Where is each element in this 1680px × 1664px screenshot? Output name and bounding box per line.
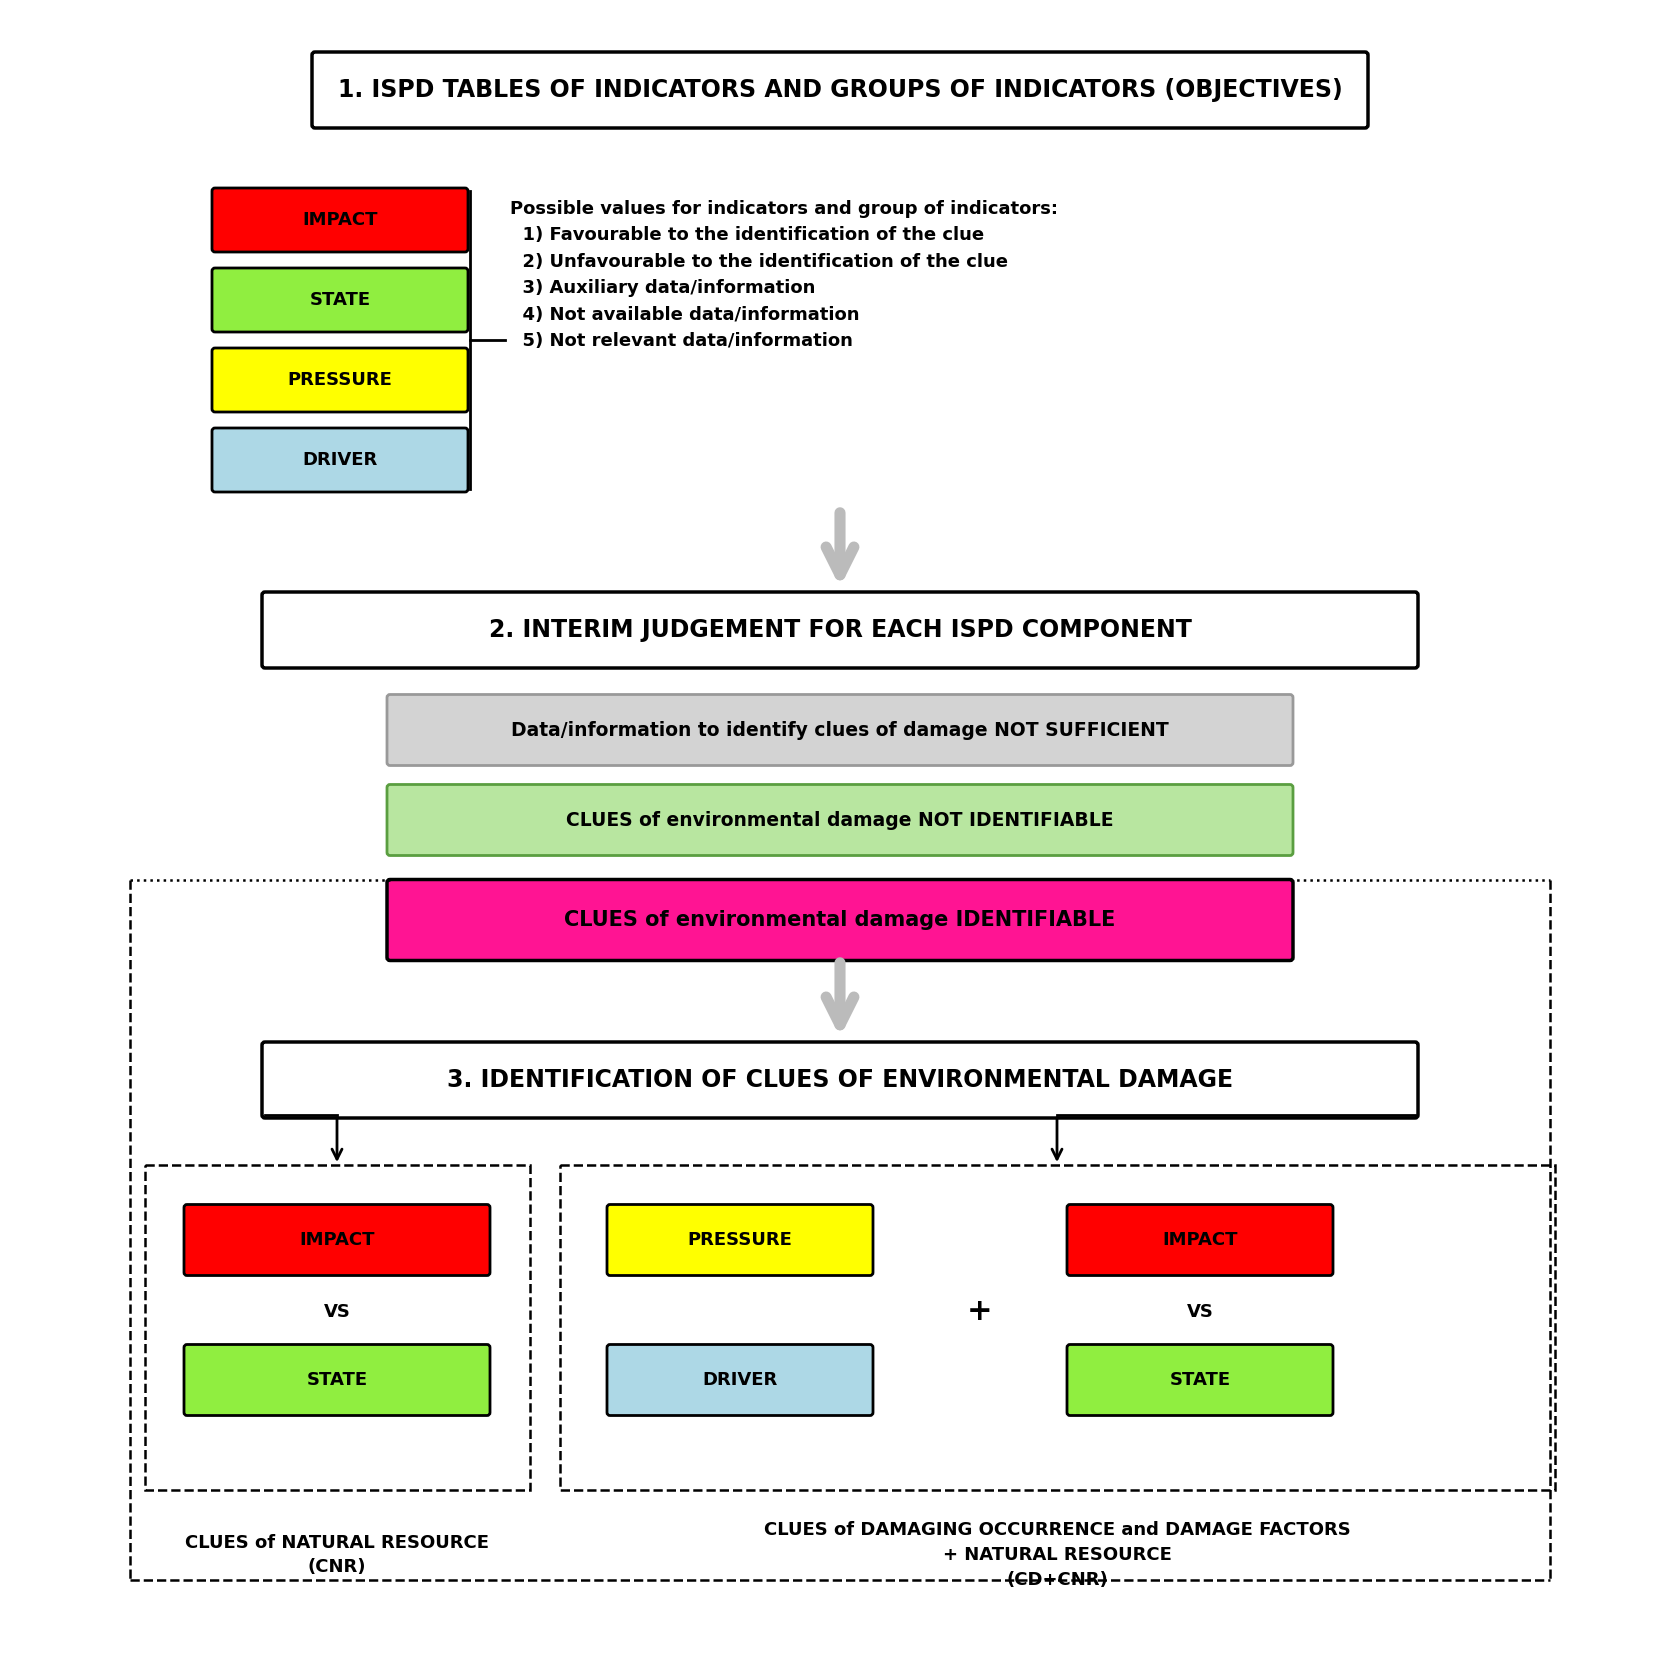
Text: CLUES of environmental damage IDENTIFIABLE: CLUES of environmental damage IDENTIFIAB…: [564, 910, 1116, 930]
FancyBboxPatch shape: [185, 1345, 491, 1416]
Bar: [144, 1165, 529, 1489]
Text: VS: VS: [324, 1303, 351, 1321]
FancyBboxPatch shape: [262, 592, 1418, 667]
Text: VS: VS: [1186, 1303, 1213, 1321]
Text: IMPACT: IMPACT: [302, 211, 378, 230]
Text: CLUES of NATURAL RESOURCE
(CNR): CLUES of NATURAL RESOURCE (CNR): [185, 1534, 489, 1576]
FancyBboxPatch shape: [212, 188, 469, 251]
FancyBboxPatch shape: [386, 694, 1294, 765]
Text: +: +: [968, 1298, 993, 1326]
FancyBboxPatch shape: [606, 1205, 874, 1276]
FancyBboxPatch shape: [606, 1345, 874, 1416]
Text: DRIVER: DRIVER: [302, 451, 378, 469]
FancyBboxPatch shape: [312, 52, 1368, 128]
Text: CLUES of DAMAGING OCCURRENCE and DAMAGE FACTORS
+ NATURAL RESOURCE
(CD+CNR): CLUES of DAMAGING OCCURRENCE and DAMAGE …: [764, 1521, 1351, 1589]
Text: PRESSURE: PRESSURE: [687, 1231, 793, 1250]
Text: IMPACT: IMPACT: [1163, 1231, 1238, 1250]
FancyBboxPatch shape: [1067, 1205, 1332, 1276]
FancyBboxPatch shape: [185, 1205, 491, 1276]
Text: 1. ISPD TABLES OF INDICATORS AND GROUPS OF INDICATORS (OBJECTIVES): 1. ISPD TABLES OF INDICATORS AND GROUPS …: [338, 78, 1342, 102]
Text: 2. INTERIM JUDGEMENT FOR EACH ISPD COMPONENT: 2. INTERIM JUDGEMENT FOR EACH ISPD COMPO…: [489, 617, 1191, 642]
Text: Data/information to identify clues of damage NOT SUFFICIENT: Data/information to identify clues of da…: [511, 721, 1169, 739]
Bar: [559, 1165, 1556, 1489]
Text: 3. IDENTIFICATION OF CLUES OF ENVIRONMENTAL DAMAGE: 3. IDENTIFICATION OF CLUES OF ENVIRONMEN…: [447, 1068, 1233, 1092]
FancyBboxPatch shape: [386, 784, 1294, 855]
FancyBboxPatch shape: [1067, 1345, 1332, 1416]
FancyBboxPatch shape: [212, 428, 469, 493]
Text: CLUES of environmental damage NOT IDENTIFIABLE: CLUES of environmental damage NOT IDENTI…: [566, 810, 1114, 829]
FancyBboxPatch shape: [386, 880, 1294, 960]
FancyBboxPatch shape: [262, 1042, 1418, 1118]
Text: DRIVER: DRIVER: [702, 1371, 778, 1389]
Text: IMPACT: IMPACT: [299, 1231, 375, 1250]
FancyBboxPatch shape: [212, 348, 469, 413]
Text: STATE: STATE: [309, 291, 371, 310]
Text: STATE: STATE: [306, 1371, 368, 1389]
Text: PRESSURE: PRESSURE: [287, 371, 393, 389]
Text: Possible values for indicators and group of indicators:
  1) Favourable to the i: Possible values for indicators and group…: [511, 200, 1058, 349]
Text: STATE: STATE: [1169, 1371, 1230, 1389]
FancyBboxPatch shape: [212, 268, 469, 333]
